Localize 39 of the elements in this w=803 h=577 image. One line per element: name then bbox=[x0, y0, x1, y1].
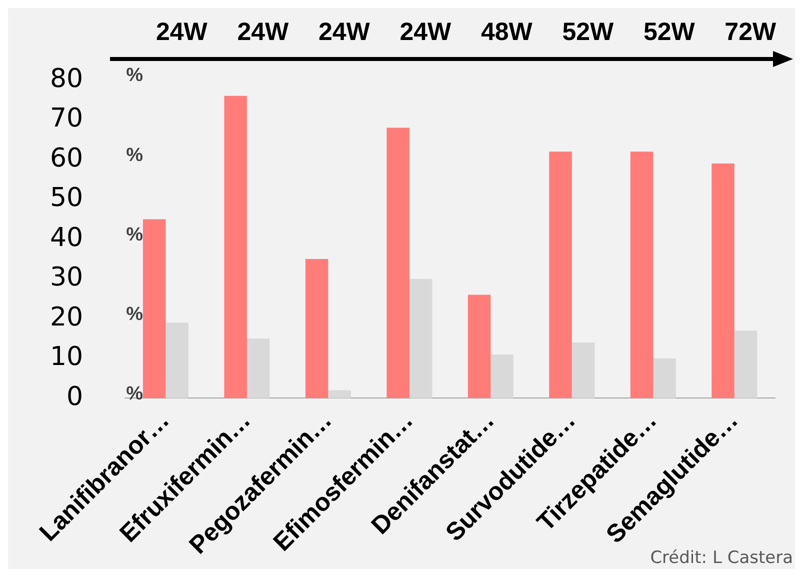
annotation: % bbox=[126, 144, 144, 166]
text: 24W bbox=[156, 18, 208, 46]
bar bbox=[734, 330, 758, 398]
y-tick-label: 50 bbox=[50, 183, 84, 214]
y-tick-label: 20 bbox=[50, 302, 84, 332]
annotation: % bbox=[126, 383, 144, 404]
text: 72W bbox=[724, 18, 776, 46]
bar bbox=[653, 358, 676, 398]
bar bbox=[490, 354, 514, 398]
text: 52W bbox=[643, 18, 696, 46]
annotation: % bbox=[126, 65, 144, 86]
bar bbox=[166, 322, 188, 398]
annotation: % bbox=[126, 224, 144, 246]
bar bbox=[142, 219, 166, 398]
bar bbox=[468, 294, 491, 398]
bar bbox=[409, 278, 432, 398]
text: 24W bbox=[318, 18, 370, 46]
text: 24W bbox=[400, 18, 452, 46]
y-tick-label: 80 bbox=[50, 64, 84, 94]
y-tick-label: 60 bbox=[50, 143, 84, 174]
annotation: % bbox=[126, 304, 144, 325]
bar bbox=[630, 152, 654, 398]
text: Crédit: L Castera bbox=[650, 548, 793, 568]
bar bbox=[386, 128, 410, 398]
bar bbox=[224, 96, 247, 398]
text: 48W bbox=[480, 18, 533, 46]
y-tick-label: 10 bbox=[50, 342, 84, 372]
bar bbox=[572, 342, 595, 398]
bar bbox=[712, 164, 734, 398]
y-tick-label: 70 bbox=[50, 104, 84, 134]
y-tick-label: 40 bbox=[50, 222, 84, 253]
bar bbox=[549, 152, 572, 398]
bar bbox=[246, 338, 270, 398]
y-tick-label: 30 bbox=[50, 262, 84, 293]
y-tick-label: 0 bbox=[66, 382, 84, 412]
text: 24W bbox=[237, 18, 290, 46]
bar bbox=[305, 258, 328, 398]
text: 52W bbox=[562, 18, 614, 46]
bar bbox=[328, 390, 351, 398]
